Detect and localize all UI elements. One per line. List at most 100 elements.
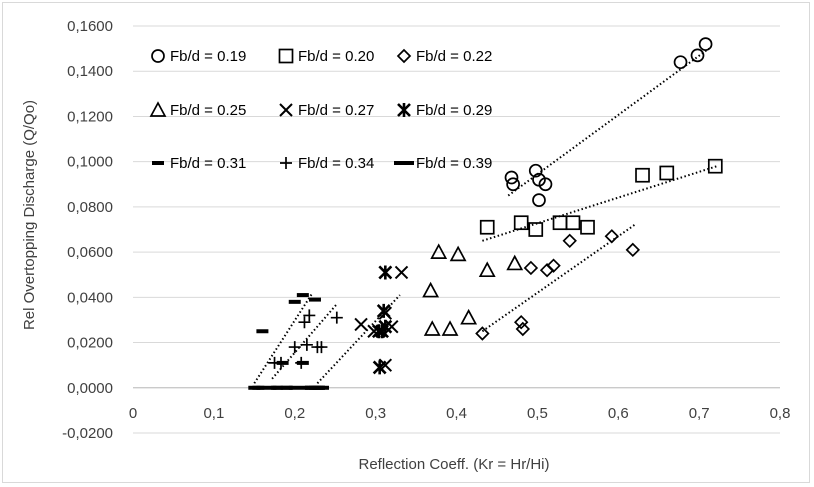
- legend-marker: [280, 157, 292, 169]
- x-tick-label: 0,5: [527, 405, 548, 422]
- data-point: [330, 311, 343, 324]
- legend-label: Fb/d = 0.19: [170, 48, 246, 65]
- x-tick-label: 0,3: [365, 405, 386, 422]
- data-point: [506, 254, 524, 271]
- data-point: [479, 219, 495, 235]
- legend-marker: [397, 103, 411, 117]
- data-point: [562, 233, 577, 249]
- data-point: [690, 48, 705, 63]
- legend-label: Fb/d = 0.29: [416, 102, 492, 119]
- data-point: [372, 360, 387, 375]
- legend-marker: [278, 48, 294, 64]
- data-point: [376, 303, 391, 318]
- x-tick-label: 0,2: [284, 405, 305, 422]
- y-tick-label: -0,0200: [62, 425, 113, 442]
- x-tick-label: 0,4: [446, 405, 467, 422]
- data-point: [298, 316, 311, 329]
- legend-label: Fb/d = 0.31: [170, 155, 246, 172]
- data-point: [308, 297, 321, 302]
- legend-label: Fb/d = 0.34: [298, 155, 374, 172]
- y-tick-label: 0,1000: [67, 154, 113, 171]
- data-point: [309, 385, 330, 390]
- data-point: [625, 242, 641, 258]
- data-point: [288, 385, 309, 390]
- legend-label: Fb/d = 0.39: [416, 155, 492, 172]
- data-point: [423, 320, 441, 336]
- data-point: [565, 215, 581, 231]
- data-point: [378, 319, 393, 334]
- data-point: [538, 177, 553, 192]
- data-point: [354, 317, 368, 332]
- data-point: [580, 219, 595, 235]
- data-point: [295, 356, 308, 369]
- data-point: [288, 341, 301, 354]
- data-point: [275, 356, 288, 369]
- y-tick-label: 0,0600: [67, 244, 113, 261]
- legend-marker: [151, 49, 165, 63]
- data-point: [430, 243, 448, 259]
- x-tick-label: 0,1: [203, 405, 224, 422]
- data-point: [513, 315, 529, 330]
- data-point: [288, 299, 301, 304]
- y-tick-label: 0,0400: [67, 289, 113, 306]
- data-point: [256, 385, 277, 390]
- data-point: [698, 37, 713, 51]
- data-point: [256, 329, 269, 334]
- data-point: [528, 163, 543, 178]
- data-point: [523, 260, 539, 276]
- legend-marker: [394, 161, 414, 165]
- data-point: [635, 167, 650, 183]
- legend-label: Fb/d = 0.25: [170, 102, 246, 119]
- y-tick-label: 0,1200: [67, 108, 113, 125]
- y-tick-label: 0,0000: [67, 380, 113, 397]
- legend-label: Fb/d = 0.27: [298, 102, 374, 119]
- legend-marker: [396, 48, 412, 64]
- data-point: [378, 265, 393, 280]
- x-axis-title: Reflection Coeff. (Kr = Hr/Hi): [358, 456, 549, 473]
- gridlines: [133, 25, 780, 434]
- x-tick-label: 0: [129, 405, 137, 422]
- y-tick-label: 0,0800: [67, 199, 113, 216]
- data-point: [707, 158, 723, 174]
- data-point: [478, 261, 496, 278]
- data-point: [300, 338, 313, 351]
- data-point: [604, 229, 619, 244]
- legend-marker: [152, 161, 164, 165]
- y-axis-title: Rel Overtopping Discharge (Q/Qo): [21, 100, 38, 330]
- y-tick-label: 0,0200: [67, 335, 113, 352]
- data-point: [659, 165, 675, 181]
- legend-label: Fb/d = 0.22: [416, 48, 492, 65]
- trendlines: [253, 47, 718, 384]
- data-point: [515, 321, 531, 337]
- data-point: [504, 170, 519, 185]
- x-tick-label: 0,8: [770, 405, 791, 422]
- trendline: [271, 303, 338, 380]
- data-points: [248, 37, 723, 390]
- y-tick-label: 0,1600: [67, 18, 113, 35]
- x-tick-label: 0,7: [689, 405, 710, 422]
- data-point: [475, 326, 490, 341]
- data-point: [449, 245, 467, 262]
- legend-marker: [149, 101, 167, 117]
- data-point: [673, 55, 688, 70]
- data-point: [315, 341, 328, 354]
- y-tick-label: 0,1400: [67, 63, 113, 80]
- data-point: [546, 258, 561, 273]
- data-point: [441, 320, 459, 336]
- data-point: [296, 293, 309, 298]
- data-point: [513, 215, 529, 231]
- trendline: [481, 224, 635, 333]
- data-point: [422, 281, 440, 298]
- data-point: [371, 324, 386, 339]
- data-point: [394, 265, 409, 280]
- data-point: [303, 309, 316, 322]
- legend-label: Fb/d = 0.20: [298, 48, 374, 65]
- data-point: [272, 385, 293, 390]
- data-point: [506, 177, 520, 192]
- legend: Fb/d = 0.19 Fb/d = 0.20 Fb/d = 0.22 Fb/d = …: [149, 48, 492, 172]
- x-tick-label: 0,6: [608, 405, 629, 422]
- legend-marker: [279, 103, 293, 117]
- data-point: [460, 308, 478, 325]
